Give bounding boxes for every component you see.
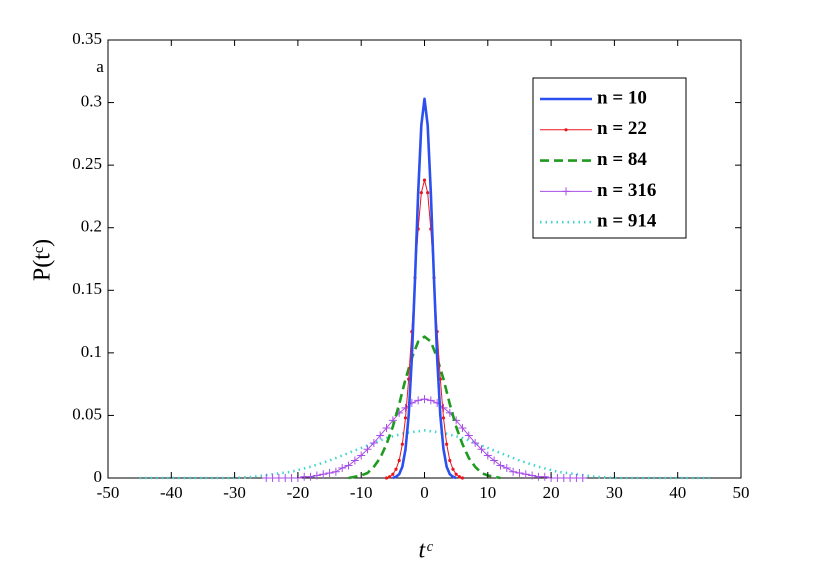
series-line xyxy=(392,97,457,480)
x-tick-label: 0 xyxy=(420,483,429,502)
point-marker xyxy=(403,416,408,420)
point-marker xyxy=(509,467,518,476)
x-tick-label: -50 xyxy=(97,483,120,502)
legend-label: n = 22 xyxy=(597,118,647,139)
x-tick-label: -40 xyxy=(160,483,183,502)
point-marker xyxy=(397,458,401,463)
legend-label: n = 914 xyxy=(597,211,657,232)
y-tick-label: 0.05 xyxy=(72,404,102,423)
y-tick-label: 0 xyxy=(94,467,103,486)
x-tick-label: -20 xyxy=(287,483,310,502)
point-marker xyxy=(490,456,499,465)
x-tick-label: -10 xyxy=(350,483,373,502)
legend: n = 10 n = 22 n = 84 n = 316 n = 914 xyxy=(540,87,657,232)
point-marker xyxy=(441,416,446,420)
x-tick-label: 10 xyxy=(479,483,496,502)
point-marker xyxy=(382,423,391,432)
point-marker xyxy=(325,468,334,477)
point-marker xyxy=(306,472,315,481)
point-marker xyxy=(357,451,366,460)
y-tick-label: 0.35 xyxy=(72,29,102,48)
x-tick-label: 30 xyxy=(606,483,623,502)
legend-label: n = 10 xyxy=(597,87,647,108)
point-marker xyxy=(483,451,492,460)
point-marker xyxy=(363,445,372,454)
point-marker xyxy=(451,467,455,471)
point-marker xyxy=(521,470,530,479)
plot-marks xyxy=(139,97,710,482)
x-tick-label: 40 xyxy=(669,483,686,502)
point-marker xyxy=(477,445,486,454)
point-marker xyxy=(350,456,359,465)
point-marker xyxy=(445,442,449,446)
point-marker xyxy=(391,472,395,476)
point-marker xyxy=(464,431,473,440)
x-tick-label: 50 xyxy=(733,483,750,502)
legend-box xyxy=(532,77,687,239)
y-tick-label: 0.3 xyxy=(81,91,102,110)
point-marker xyxy=(564,128,568,132)
point-marker xyxy=(400,442,404,446)
point-marker xyxy=(496,461,505,470)
point-marker xyxy=(376,431,385,440)
point-marker xyxy=(502,463,511,472)
annotation: a xyxy=(96,57,104,76)
point-marker xyxy=(312,471,321,480)
point-marker xyxy=(344,461,353,470)
series-line xyxy=(348,335,501,480)
x-tick-label: 20 xyxy=(543,483,560,502)
point-marker xyxy=(426,396,435,405)
point-marker xyxy=(460,476,465,480)
point-marker xyxy=(426,191,430,195)
point-marker xyxy=(369,438,378,447)
point-marker xyxy=(457,475,461,479)
point-marker xyxy=(422,178,427,182)
y-tick-label: 0.15 xyxy=(72,279,102,298)
point-marker xyxy=(540,472,549,481)
point-marker xyxy=(414,396,423,405)
y-axis-label: P(tᶜ) xyxy=(30,239,56,281)
point-marker xyxy=(528,471,537,480)
point-marker xyxy=(562,187,570,196)
point-marker xyxy=(388,475,392,479)
point-marker xyxy=(454,472,458,476)
point-marker xyxy=(384,476,389,480)
legend-label: n = 316 xyxy=(597,180,656,201)
point-marker xyxy=(419,191,423,195)
point-marker xyxy=(420,395,429,404)
y-tick-label: 0.1 xyxy=(81,342,102,361)
point-marker xyxy=(331,467,340,476)
y-tick-label: 0.2 xyxy=(81,217,102,236)
legend-label: n = 84 xyxy=(597,149,647,170)
point-marker xyxy=(458,423,467,432)
y-tick-label: 0.25 xyxy=(72,154,102,173)
point-marker xyxy=(515,468,524,477)
point-marker xyxy=(448,458,452,463)
point-marker xyxy=(471,438,480,447)
point-marker xyxy=(338,463,347,472)
point-marker xyxy=(578,474,587,482)
point-marker xyxy=(394,467,398,471)
point-marker xyxy=(319,470,328,479)
x-axis-label: tᶜ xyxy=(419,538,434,564)
x-tick-label: -30 xyxy=(223,483,246,502)
